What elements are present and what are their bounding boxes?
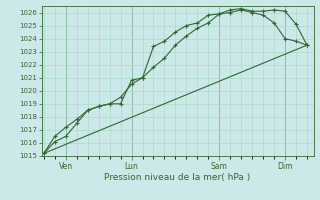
- X-axis label: Pression niveau de la mer( hPa ): Pression niveau de la mer( hPa ): [104, 173, 251, 182]
